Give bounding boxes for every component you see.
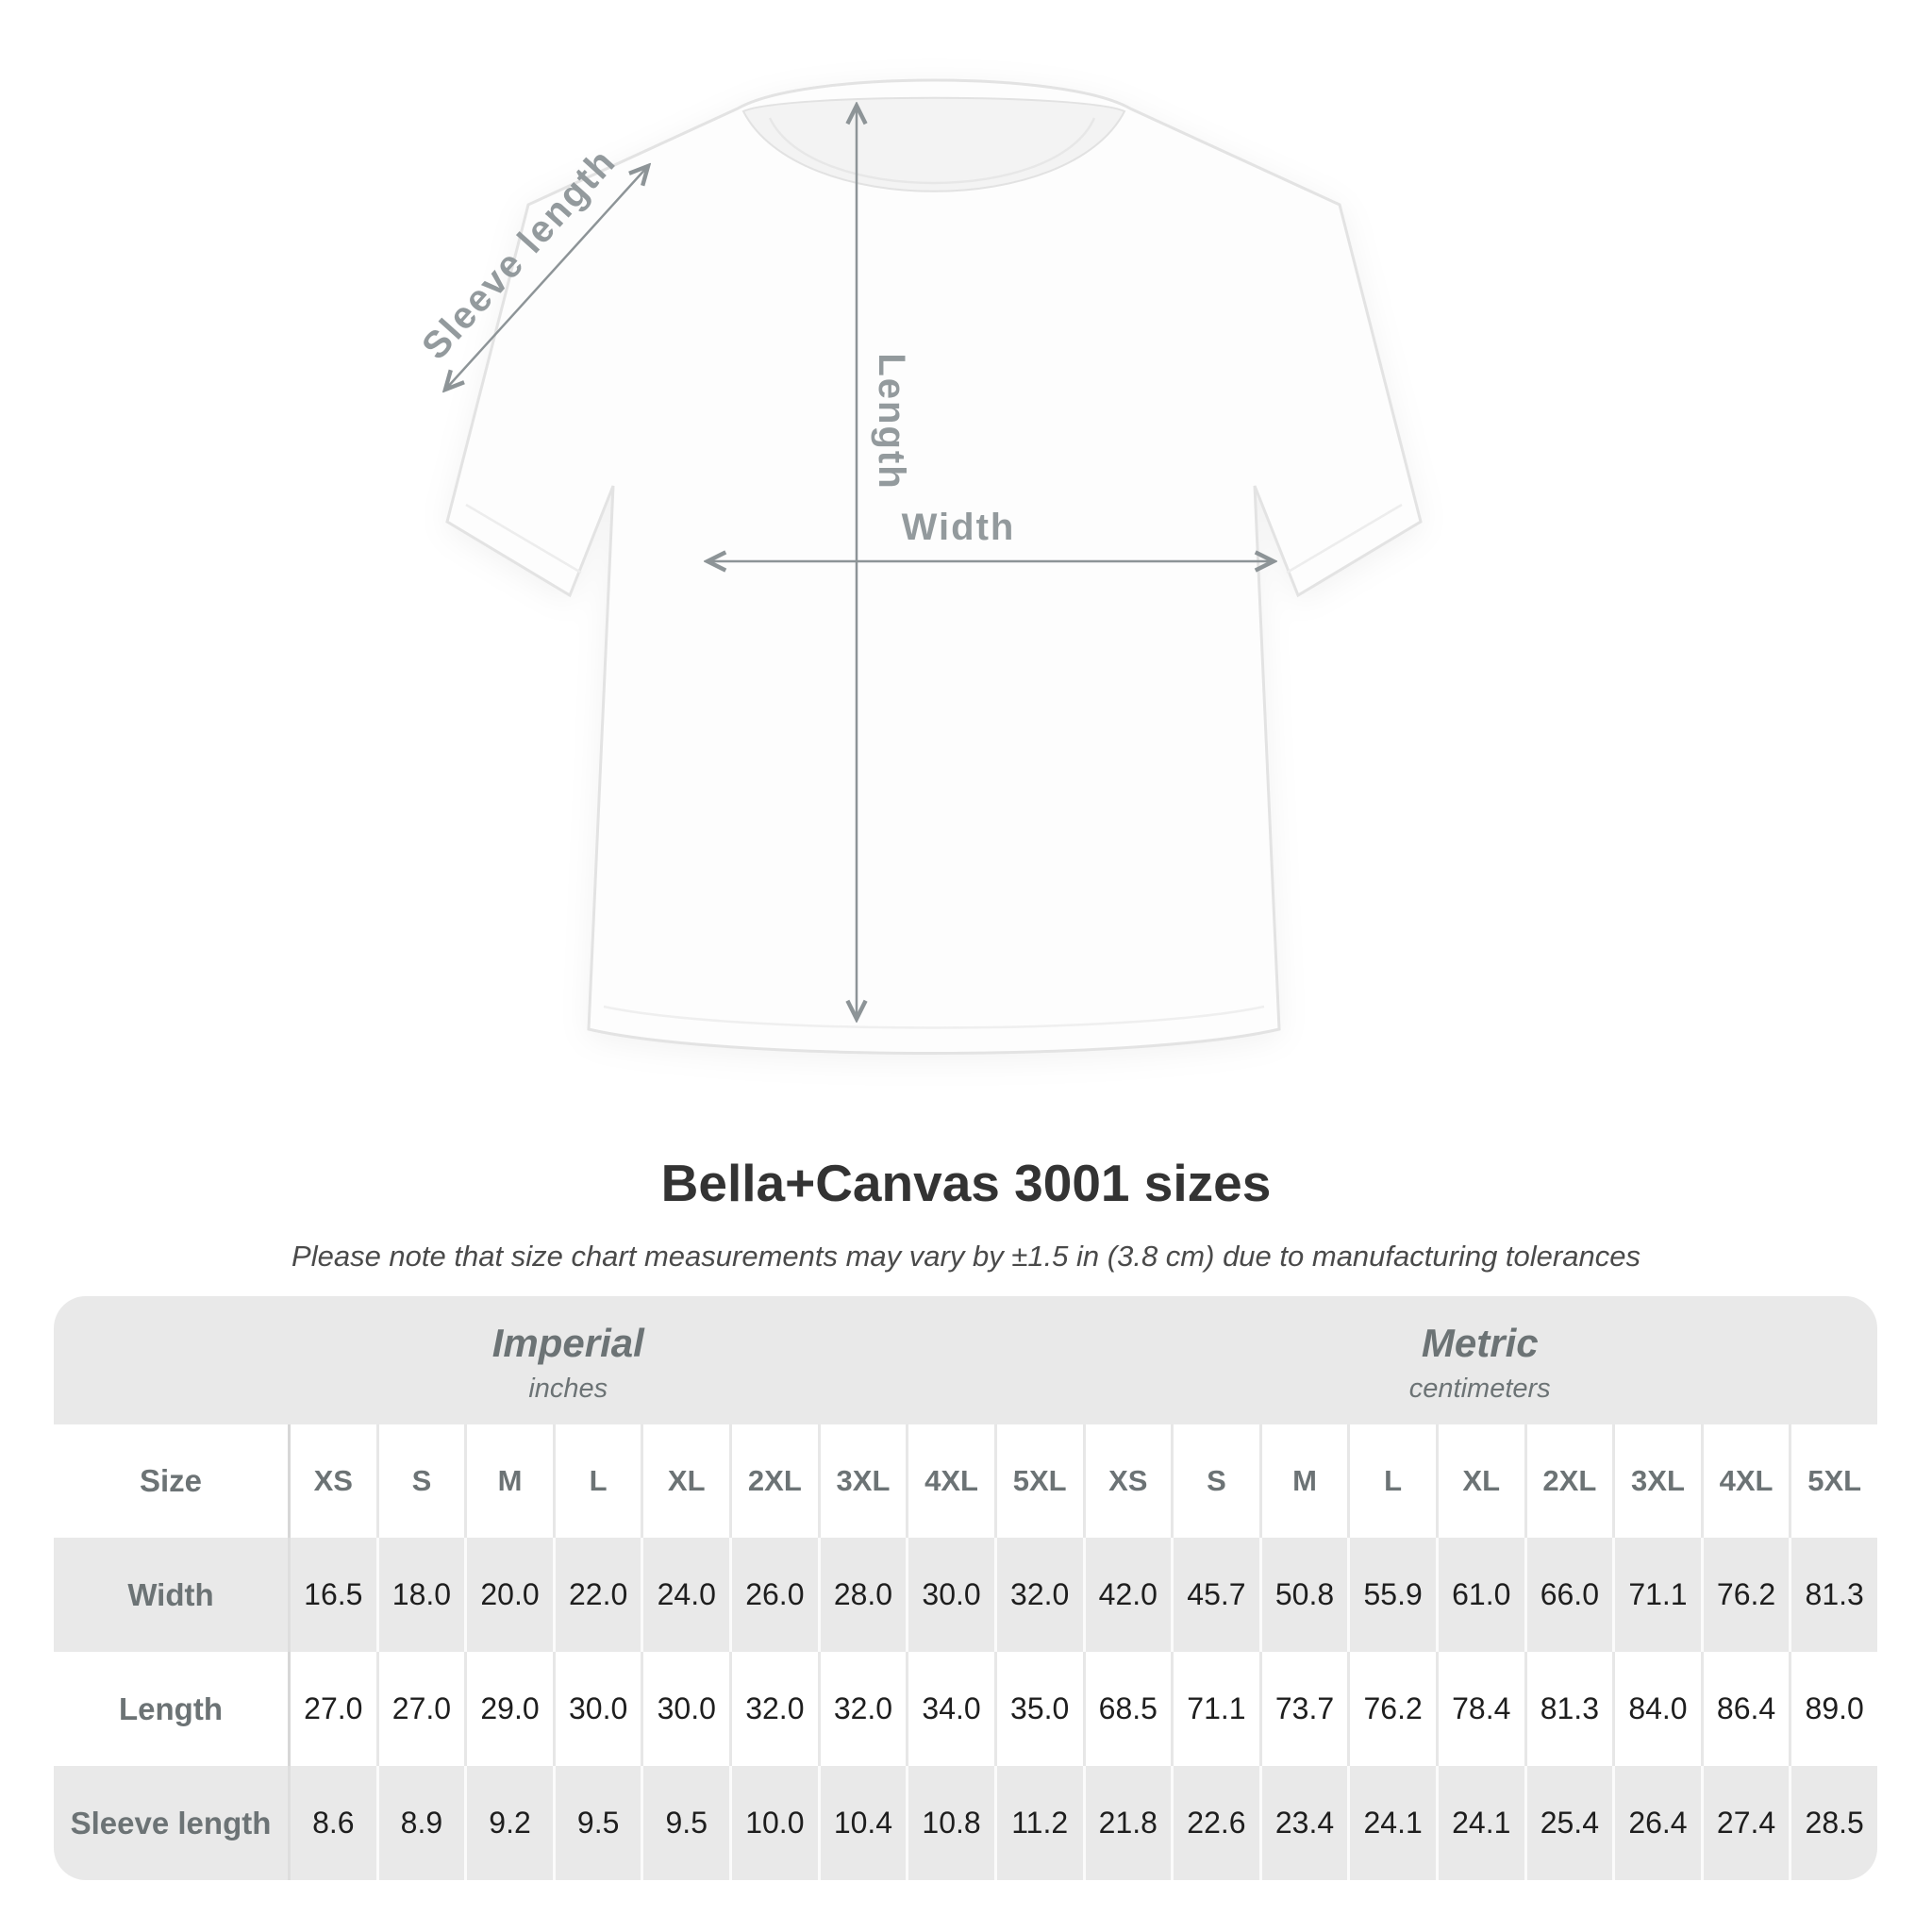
value-cell: 9.5 bbox=[552, 1766, 641, 1880]
metric-label: Metric bbox=[1421, 1320, 1539, 1365]
metric-sublabel: centimeters bbox=[1408, 1373, 1551, 1404]
tshirt-collar-rib bbox=[768, 117, 1096, 185]
value-cell: 29.0 bbox=[464, 1652, 553, 1766]
value-cell: 32.0 bbox=[993, 1538, 1083, 1652]
length-label: Length bbox=[871, 353, 912, 490]
value-cell: 55.9 bbox=[1347, 1538, 1436, 1652]
value-cell: 27.0 bbox=[375, 1652, 465, 1766]
value-cell: 16.5 bbox=[288, 1538, 376, 1652]
value-cell: 34.0 bbox=[906, 1652, 994, 1766]
sleeve-length-arrow bbox=[445, 166, 648, 390]
page-subtitle: Please note that size chart measurements… bbox=[291, 1240, 1641, 1273]
imperial-sublabel: inches bbox=[528, 1373, 608, 1404]
value-cell: 68.5 bbox=[1082, 1652, 1172, 1766]
value-cell: 35.0 bbox=[993, 1652, 1083, 1766]
value-cell: 89.0 bbox=[1789, 1652, 1877, 1766]
value-cell: 84.0 bbox=[1612, 1652, 1701, 1766]
imperial-label: Imperial bbox=[491, 1320, 644, 1365]
value-cell: 11.2 bbox=[993, 1766, 1083, 1880]
value-cell: 27.0 bbox=[288, 1652, 376, 1766]
value-cell: 86.4 bbox=[1700, 1652, 1790, 1766]
value-cell: 10.0 bbox=[729, 1766, 818, 1880]
value-cell: 45.7 bbox=[1171, 1538, 1259, 1652]
size-header-imperial-3xl: 3XL bbox=[817, 1424, 907, 1538]
value-cell: 8.9 bbox=[375, 1766, 465, 1880]
unit-group-imperial: Imperial inches bbox=[54, 1296, 1083, 1424]
size-header-imperial-l: L bbox=[552, 1424, 641, 1538]
value-cell: 50.8 bbox=[1258, 1538, 1348, 1652]
value-cell: 73.7 bbox=[1258, 1652, 1348, 1766]
value-cell: 22.0 bbox=[552, 1538, 641, 1652]
value-cell: 25.4 bbox=[1524, 1766, 1613, 1880]
size-header-imperial-xl: XL bbox=[641, 1424, 729, 1538]
value-cell: 24.1 bbox=[1347, 1766, 1436, 1880]
value-cell: 20.0 bbox=[464, 1538, 553, 1652]
size-grid: Size XS S M L XL 2XL 3XL 4XL 5XL XS S M L XL 2XL 3XL 4XL 5… bbox=[54, 1424, 1877, 1880]
value-cell: 28.0 bbox=[817, 1538, 907, 1652]
value-cell: 21.8 bbox=[1082, 1766, 1172, 1880]
value-cell: 66.0 bbox=[1524, 1538, 1613, 1652]
tshirt-hem-stitch bbox=[603, 1005, 1265, 1029]
value-cell: 76.2 bbox=[1347, 1652, 1436, 1766]
size-header-metric-4xl: 4XL bbox=[1700, 1424, 1790, 1538]
value-cell: 30.0 bbox=[641, 1652, 729, 1766]
value-cell: 76.2 bbox=[1700, 1538, 1790, 1652]
size-header-imperial-m: M bbox=[464, 1424, 553, 1538]
tshirt-diagram-svg: Sleeve length Length Width bbox=[414, 78, 1423, 1055]
size-header-metric-3xl: 3XL bbox=[1612, 1424, 1701, 1538]
value-cell: 30.0 bbox=[906, 1538, 994, 1652]
value-cell: 61.0 bbox=[1435, 1538, 1524, 1652]
size-column-header: Size bbox=[139, 1463, 203, 1498]
size-header-metric-2xl: 2XL bbox=[1524, 1424, 1613, 1538]
size-header-imperial-2xl: 2XL bbox=[729, 1424, 818, 1538]
value-cell: 32.0 bbox=[729, 1652, 818, 1766]
value-cell: 10.4 bbox=[817, 1766, 907, 1880]
page-title: Bella+Canvas 3001 sizes bbox=[660, 1154, 1272, 1212]
value-cell: 71.1 bbox=[1171, 1652, 1259, 1766]
value-cell: 23.4 bbox=[1258, 1766, 1348, 1880]
value-cell: 22.6 bbox=[1171, 1766, 1259, 1880]
size-header-imperial-xs: XS bbox=[288, 1424, 376, 1538]
size-header-imperial-s: S bbox=[375, 1424, 465, 1538]
value-cell: 9.5 bbox=[641, 1766, 730, 1880]
row-label: Length bbox=[119, 1690, 223, 1726]
value-cell: 10.8 bbox=[906, 1766, 994, 1880]
value-cell: 27.4 bbox=[1700, 1766, 1790, 1880]
size-table: Imperial inches Metric centimeters Size X… bbox=[54, 1296, 1877, 1880]
tshirt-diagram: Sleeve length Length Width bbox=[414, 78, 1423, 1055]
value-cell: 30.0 bbox=[552, 1652, 641, 1766]
size-header-metric-m: M bbox=[1258, 1424, 1348, 1538]
size-header-imperial-4xl: 4XL bbox=[906, 1424, 994, 1538]
value-cell: 8.6 bbox=[288, 1766, 376, 1880]
size-header-metric-xs: XS bbox=[1082, 1424, 1172, 1538]
size-header-metric-s: S bbox=[1171, 1424, 1259, 1538]
unit-group-metric: Metric centimeters bbox=[1083, 1296, 1878, 1424]
size-header-metric-l: L bbox=[1347, 1424, 1436, 1538]
value-cell: 26.0 bbox=[729, 1538, 818, 1652]
value-cell: 71.1 bbox=[1612, 1538, 1701, 1652]
tshirt-left-cuff-stitch bbox=[465, 503, 582, 575]
value-cell: 18.0 bbox=[375, 1538, 465, 1652]
value-cell: 9.2 bbox=[464, 1766, 553, 1880]
value-cell: 42.0 bbox=[1082, 1538, 1172, 1652]
value-cell: 26.4 bbox=[1612, 1766, 1701, 1880]
row-label: Width bbox=[54, 1538, 288, 1652]
tshirt-right-cuff-stitch bbox=[1286, 503, 1403, 575]
value-cell: 81.3 bbox=[1789, 1538, 1877, 1652]
value-cell: 81.3 bbox=[1524, 1652, 1613, 1766]
size-header-metric-5xl: 5XL bbox=[1789, 1424, 1877, 1538]
value-cell: 24.0 bbox=[641, 1538, 730, 1652]
unit-banner: Imperial inches Metric centimeters bbox=[54, 1296, 1877, 1424]
value-cell: 78.4 bbox=[1435, 1652, 1524, 1766]
value-cell: 28.5 bbox=[1789, 1766, 1877, 1880]
value-cell: 24.1 bbox=[1435, 1766, 1524, 1880]
width-label: Width bbox=[902, 507, 1016, 548]
value-cell: 32.0 bbox=[817, 1652, 907, 1766]
size-header-metric-xl: XL bbox=[1435, 1424, 1524, 1538]
size-header-imperial-5xl: 5XL bbox=[993, 1424, 1083, 1538]
row-label: Sleeve length bbox=[54, 1766, 288, 1880]
